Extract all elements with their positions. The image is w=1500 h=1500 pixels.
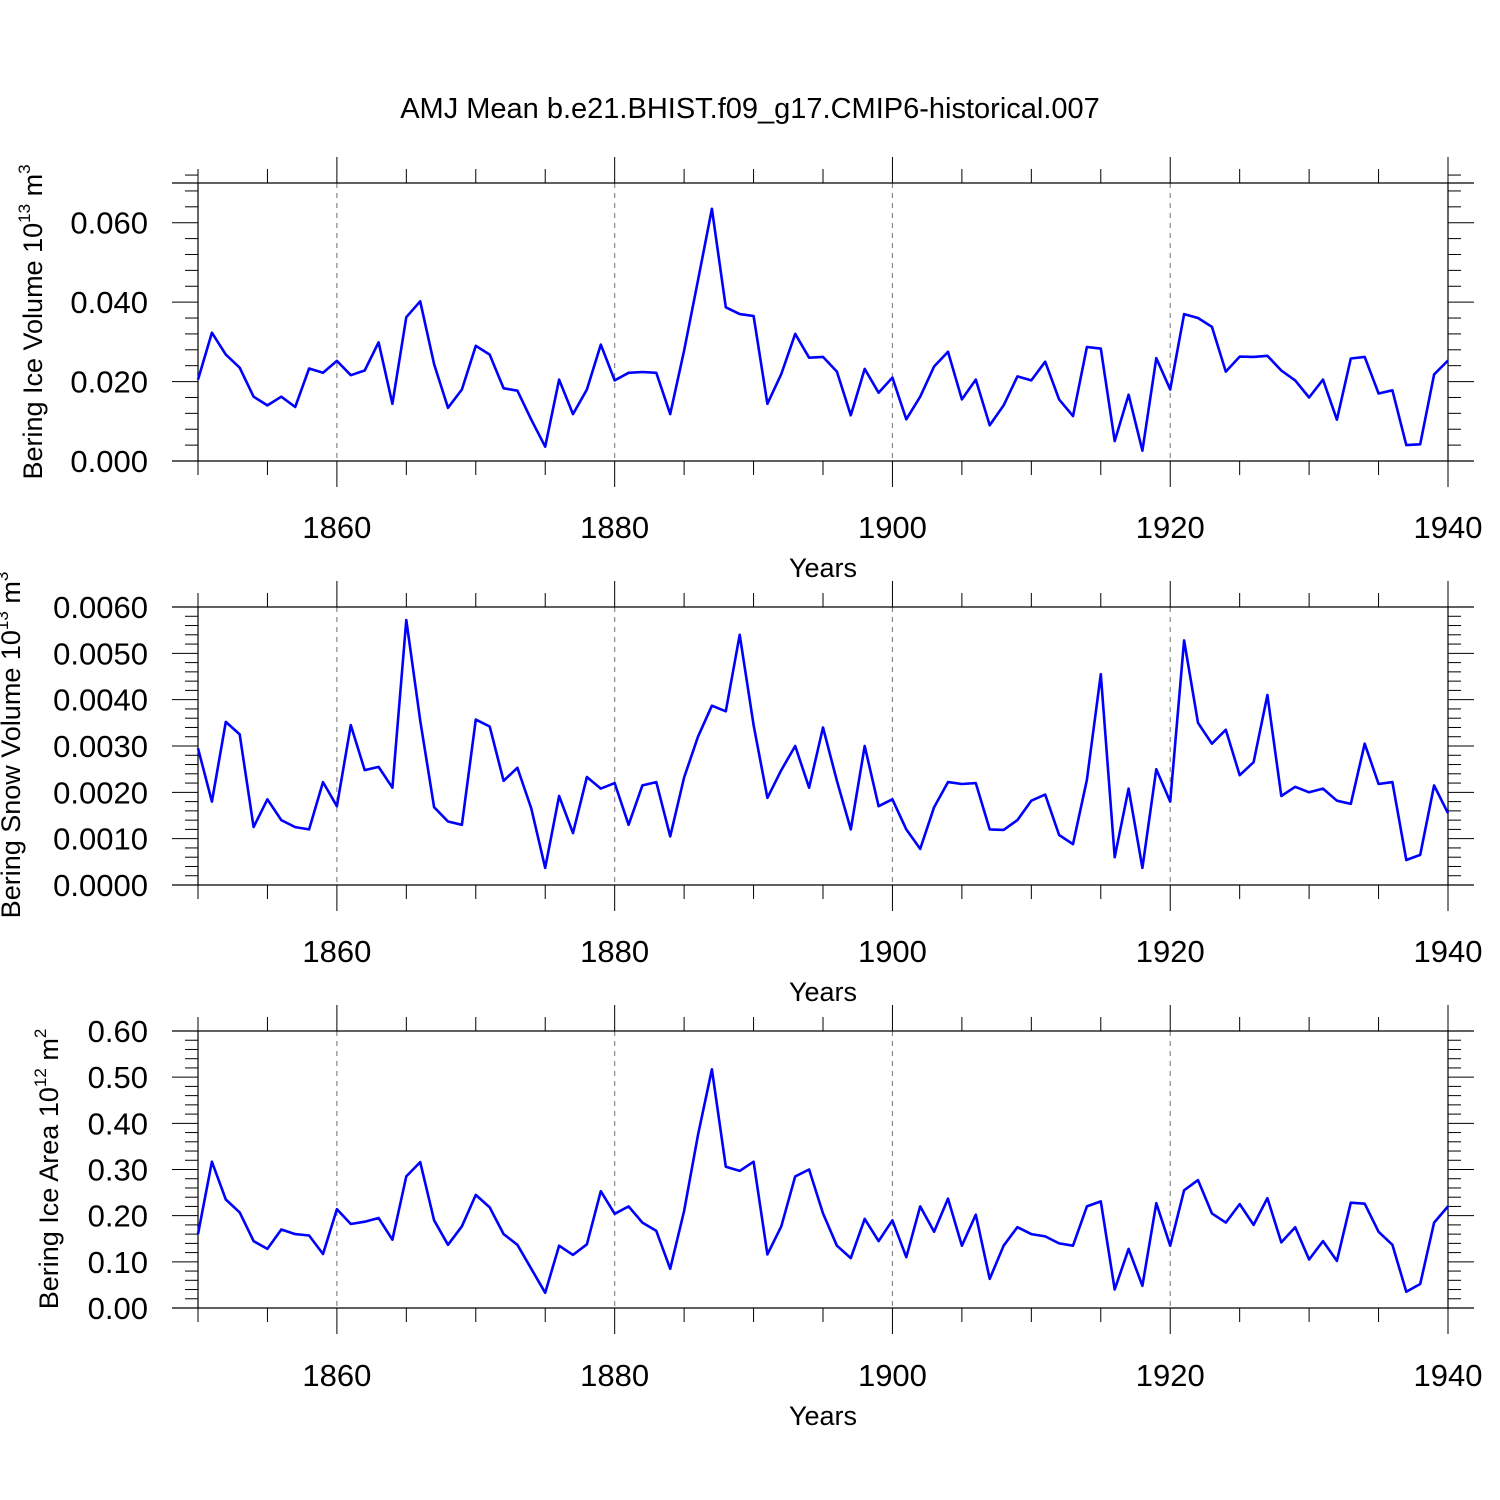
ice-area-xtick-label: 1880 <box>580 1358 649 1393</box>
snow-volume-ylabel-text: Bering Snow Volume <box>0 668 26 919</box>
snow-volume-ylabel: Bering Snow Volume 1013 m3 <box>0 572 26 919</box>
ice-volume-ylabel-base: m <box>18 174 48 197</box>
snow-volume-ylabel-base: m <box>0 581 26 604</box>
snow-volume-ylabel-base-exp: 3 <box>0 572 12 581</box>
snow-volume-xlabel: Years <box>789 977 857 1007</box>
ice-area-ytick-label: 0.60 <box>88 1014 148 1049</box>
snow-volume-ylabel-unit: 10 <box>0 630 26 660</box>
ice-area-xtick-label: 1860 <box>302 1358 371 1393</box>
ice-area-ylabel-base-exp: 2 <box>31 1029 50 1038</box>
ice-area-series-line <box>196 1068 1449 1295</box>
ice-area-ylabel-unit-exp: 12 <box>31 1068 50 1087</box>
ice-volume-ylabel-unit-exp: 13 <box>15 204 34 223</box>
ice-volume-xtick-label: 1880 <box>580 510 649 545</box>
ice-area-ytick-label: 0.00 <box>88 1291 148 1326</box>
snow-volume-panel: 0.0000 0.0010 0.0020 0.0030 0.0040 0.0050 0.00… <box>0 572 1482 1007</box>
ice-volume-panel: 0.000 0.020 0.040 0.060 1860 1880 1900 1920 1940… <box>15 157 1482 583</box>
snow-volume-xtick-label: 1920 <box>1136 934 1205 969</box>
snow-volume-ylabel-unit-exp: 13 <box>0 611 12 630</box>
ice-area-ylabel-text: Bering Ice Area <box>34 1124 64 1310</box>
ice-volume-ytick-label: 0.040 <box>70 285 148 320</box>
snow-volume-ytick-label: 0.0040 <box>53 683 148 718</box>
ice-area-ylabel: Bering Ice Area 1012 m2 <box>31 1029 64 1310</box>
ice-volume-ylabel-base-exp: 3 <box>15 164 34 173</box>
ice-area-ytick-label: 0.50 <box>88 1060 148 1095</box>
ice-volume-xtick-label: 1940 <box>1414 510 1483 545</box>
chart-title: AMJ Mean b.e21.BHIST.f09_g17.CMIP6-histo… <box>400 93 1100 125</box>
ice-volume-xtick-label: 1860 <box>302 510 371 545</box>
snow-volume-xtick-label: 1880 <box>580 934 649 969</box>
snow-volume-xtick-label: 1860 <box>302 934 371 969</box>
snow-volume-ytick-label: 0.0060 <box>53 590 148 625</box>
ice-volume-xtick-label: 1900 <box>858 510 927 545</box>
ice-volume-xlabel: Years <box>789 553 857 583</box>
ice-area-ytick-label: 0.30 <box>88 1153 148 1188</box>
ice-volume-ylabel: Bering Ice Volume 1013 m3 <box>15 164 48 479</box>
ice-volume-series-line <box>196 207 1449 453</box>
snow-volume-series-line <box>196 618 1450 870</box>
ice-volume-ytick-label: 0.060 <box>70 206 148 241</box>
ice-area-xlabel: Years <box>789 1401 857 1431</box>
ice-area-xtick-label: 1940 <box>1414 1358 1483 1393</box>
ice-volume-ytick-label: 0.020 <box>70 365 148 400</box>
snow-volume-ytick-label: 0.0000 <box>53 868 148 903</box>
snow-volume-ytick-label: 0.0010 <box>53 822 148 857</box>
ice-area-panel: 0.00 0.10 0.20 0.30 0.40 0.50 0.60 1860 1880 1900… <box>31 1005 1482 1431</box>
ice-volume-ylabel-unit: 10 <box>18 223 48 253</box>
ice-area-xtick-label: 1920 <box>1136 1358 1205 1393</box>
snow-volume-ytick-label: 0.0020 <box>53 775 148 810</box>
ice-area-ylabel-unit: 10 <box>34 1087 64 1117</box>
snow-volume-xtick-label: 1900 <box>858 934 927 969</box>
ice-area-ytick-label: 0.10 <box>88 1245 148 1280</box>
ice-area-xtick-label: 1900 <box>858 1358 927 1393</box>
ice-volume-ytick-label: 0.000 <box>70 444 148 479</box>
ice-volume-ylabel-text: Bering Ice Volume <box>18 260 48 479</box>
snow-volume-xtick-label: 1940 <box>1414 934 1483 969</box>
ice-area-ytick-label: 0.40 <box>88 1106 148 1141</box>
ice-area-ytick-label: 0.20 <box>88 1199 148 1234</box>
snow-volume-ytick-label: 0.0050 <box>53 636 148 671</box>
ice-volume-xtick-label: 1920 <box>1136 510 1205 545</box>
ice-area-ylabel-base: m <box>34 1038 64 1061</box>
snow-volume-ytick-label: 0.0030 <box>53 729 148 764</box>
